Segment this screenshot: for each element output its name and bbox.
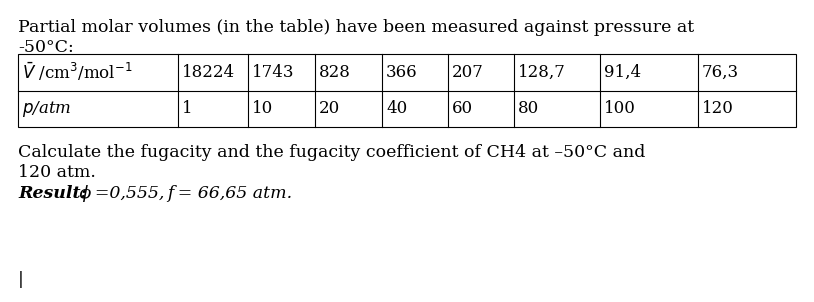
- Text: $p$/atm: $p$/atm: [22, 99, 72, 119]
- Text: Result:: Result:: [18, 185, 87, 202]
- Text: 828: 828: [319, 64, 351, 81]
- Text: 128,7: 128,7: [518, 64, 566, 81]
- Text: 60: 60: [452, 100, 473, 117]
- Text: $\bar{V}$ /cm$^3$/mol$^{-1}$: $\bar{V}$ /cm$^3$/mol$^{-1}$: [22, 61, 133, 83]
- Text: |: |: [18, 271, 24, 288]
- Bar: [18, 54, 796, 127]
- Text: 1: 1: [182, 100, 193, 117]
- Text: Calculate the fugacity and the fugacity coefficient of CH4 at –50°C and: Calculate the fugacity and the fugacity …: [18, 144, 646, 161]
- Text: 1743: 1743: [252, 64, 295, 81]
- Text: 120 atm.: 120 atm.: [18, 164, 96, 181]
- Text: -50°C:: -50°C:: [18, 39, 74, 56]
- Text: 80: 80: [518, 100, 539, 117]
- Text: 120: 120: [702, 100, 734, 117]
- Text: 91,4: 91,4: [604, 64, 641, 81]
- Text: 76,3: 76,3: [702, 64, 739, 81]
- Text: ϕ =0,555, f = 66,65 atm.: ϕ =0,555, f = 66,65 atm.: [74, 185, 292, 202]
- Text: 100: 100: [604, 100, 636, 117]
- Text: 40: 40: [386, 100, 407, 117]
- Text: Partial molar volumes (in the table) have been measured against pressure at: Partial molar volumes (in the table) hav…: [18, 19, 694, 36]
- Text: 20: 20: [319, 100, 340, 117]
- Text: 18224: 18224: [182, 64, 235, 81]
- Text: 366: 366: [386, 64, 418, 81]
- Text: 207: 207: [452, 64, 484, 81]
- Text: 10: 10: [252, 100, 274, 117]
